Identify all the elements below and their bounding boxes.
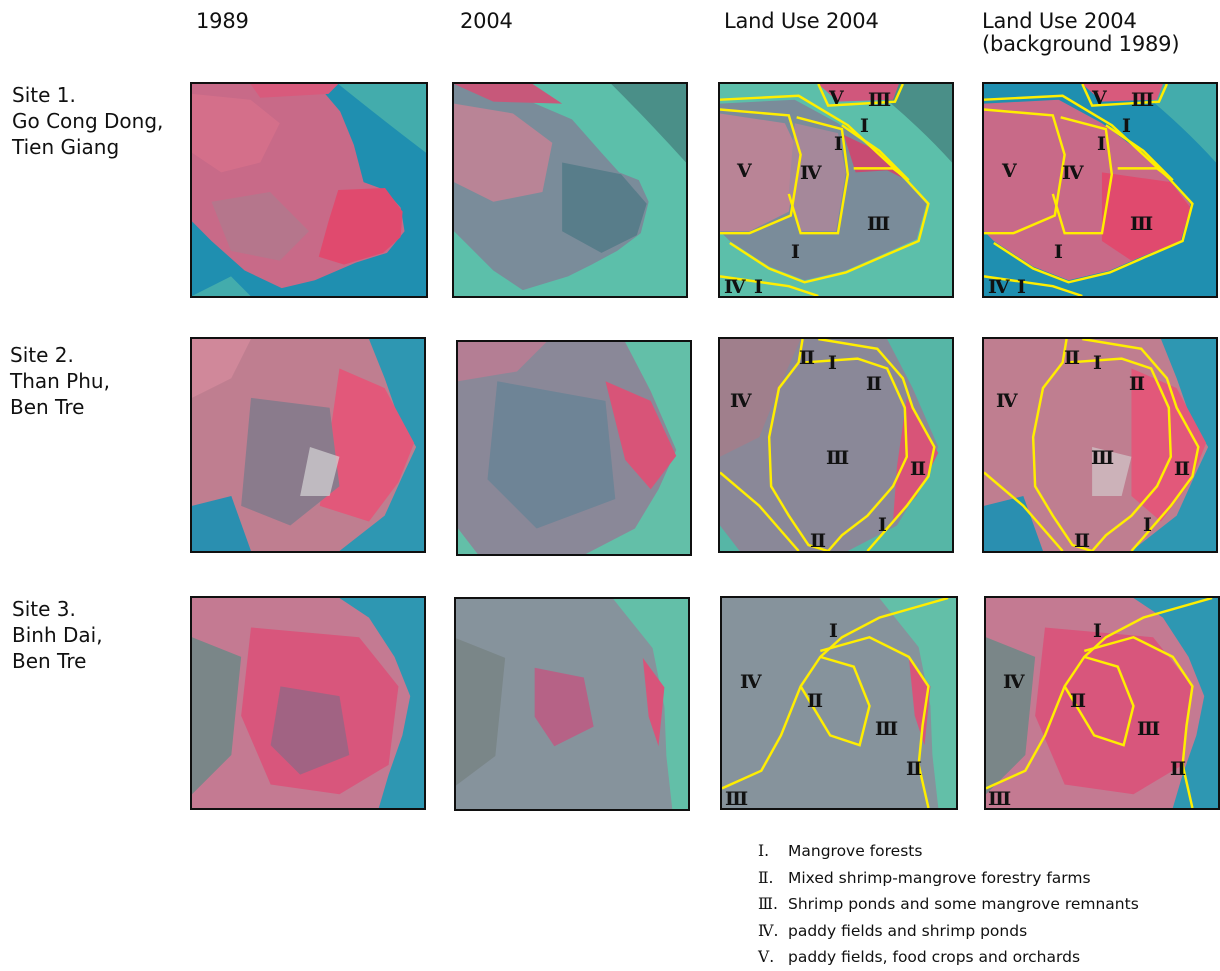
site-2-place: Than Phu,	[10, 369, 110, 393]
legend-text: Mangrove forests	[788, 842, 923, 860]
site-2-name: Site 2.	[10, 343, 74, 367]
site-3-province: Ben Tre	[12, 649, 87, 673]
legend-numeral: Ⅴ.	[758, 948, 775, 967]
legend-numeral: Ⅰ.	[758, 842, 770, 860]
legend-item-mixed-shrimp-mangrove: Ⅱ. Mixed shrimp-mangrove forestry farms	[758, 865, 1139, 892]
legend-item-mangrove-forests: Ⅰ. Mangrove forests	[758, 838, 1139, 865]
site-2-land-use-2004-map	[718, 337, 954, 553]
column-header-2004: 2004	[460, 9, 513, 33]
site-1-land-use-2004-map	[718, 82, 954, 298]
site-3-label: Site 3. Binh Dai, Ben Tre	[12, 596, 103, 674]
column-header-subtitle: (background 1989)	[982, 32, 1180, 56]
column-header-title: Land Use 2004	[982, 9, 1137, 33]
legend-text: paddy fields, food crops and orchards	[788, 948, 1081, 967]
site-3-1989-satellite-image	[190, 596, 426, 810]
column-header-land-use-2004: Land Use 2004	[724, 9, 879, 33]
legend-text: Mixed shrimp-mangrove forestry farms	[788, 868, 1091, 887]
site-2-land-use-2004-background-1989-map	[982, 337, 1218, 553]
site-3-name: Site 3.	[12, 597, 76, 621]
legend-item-paddy-shrimp: Ⅳ. paddy fields and shrimp ponds	[758, 918, 1139, 945]
site-1-label: Site 1. Go Cong Dong, Tien Giang	[12, 82, 163, 160]
column-header-1989: 1989	[196, 9, 249, 33]
legend-numeral: Ⅳ.	[758, 921, 779, 940]
site-1-name: Site 1.	[12, 83, 76, 107]
legend-item-paddy-crops-orchards: Ⅴ. paddy fields, food crops and orchards	[758, 944, 1139, 971]
site-3-place: Binh Dai,	[12, 623, 103, 647]
site-2-1989-satellite-image	[190, 337, 426, 553]
land-use-legend: Ⅰ. Mangrove forests Ⅱ. Mixed shrimp-mangro…	[758, 838, 1139, 971]
legend-numeral: Ⅱ.	[758, 868, 774, 887]
legend-numeral: Ⅲ.	[758, 895, 778, 914]
legend-text: Shrimp ponds and some mangrove remnants	[788, 895, 1139, 914]
site-3-land-use-2004-background-1989-map	[984, 596, 1220, 810]
site-2-province: Ben Tre	[10, 395, 85, 419]
site-1-1989-satellite-image	[190, 82, 428, 298]
site-1-place: Go Cong Dong,	[12, 109, 164, 133]
site-1-land-use-2004-background-1989-map	[982, 82, 1218, 298]
legend-item-shrimp-ponds: Ⅲ. Shrimp ponds and some mangrove remnant…	[758, 891, 1139, 918]
site-2-2004-satellite-image	[456, 340, 692, 556]
site-1-province: Tien Giang	[12, 135, 120, 159]
site-3-2004-satellite-image	[454, 597, 690, 811]
site-1-2004-satellite-image	[452, 82, 688, 298]
site-2-label: Site 2. Than Phu, Ben Tre	[10, 342, 110, 420]
column-header-land-use-2004-background-1989: Land Use 2004 (background 1989)	[982, 9, 1180, 56]
legend-text: paddy fields and shrimp ponds	[788, 921, 1028, 940]
site-3-land-use-2004-map	[720, 596, 958, 810]
